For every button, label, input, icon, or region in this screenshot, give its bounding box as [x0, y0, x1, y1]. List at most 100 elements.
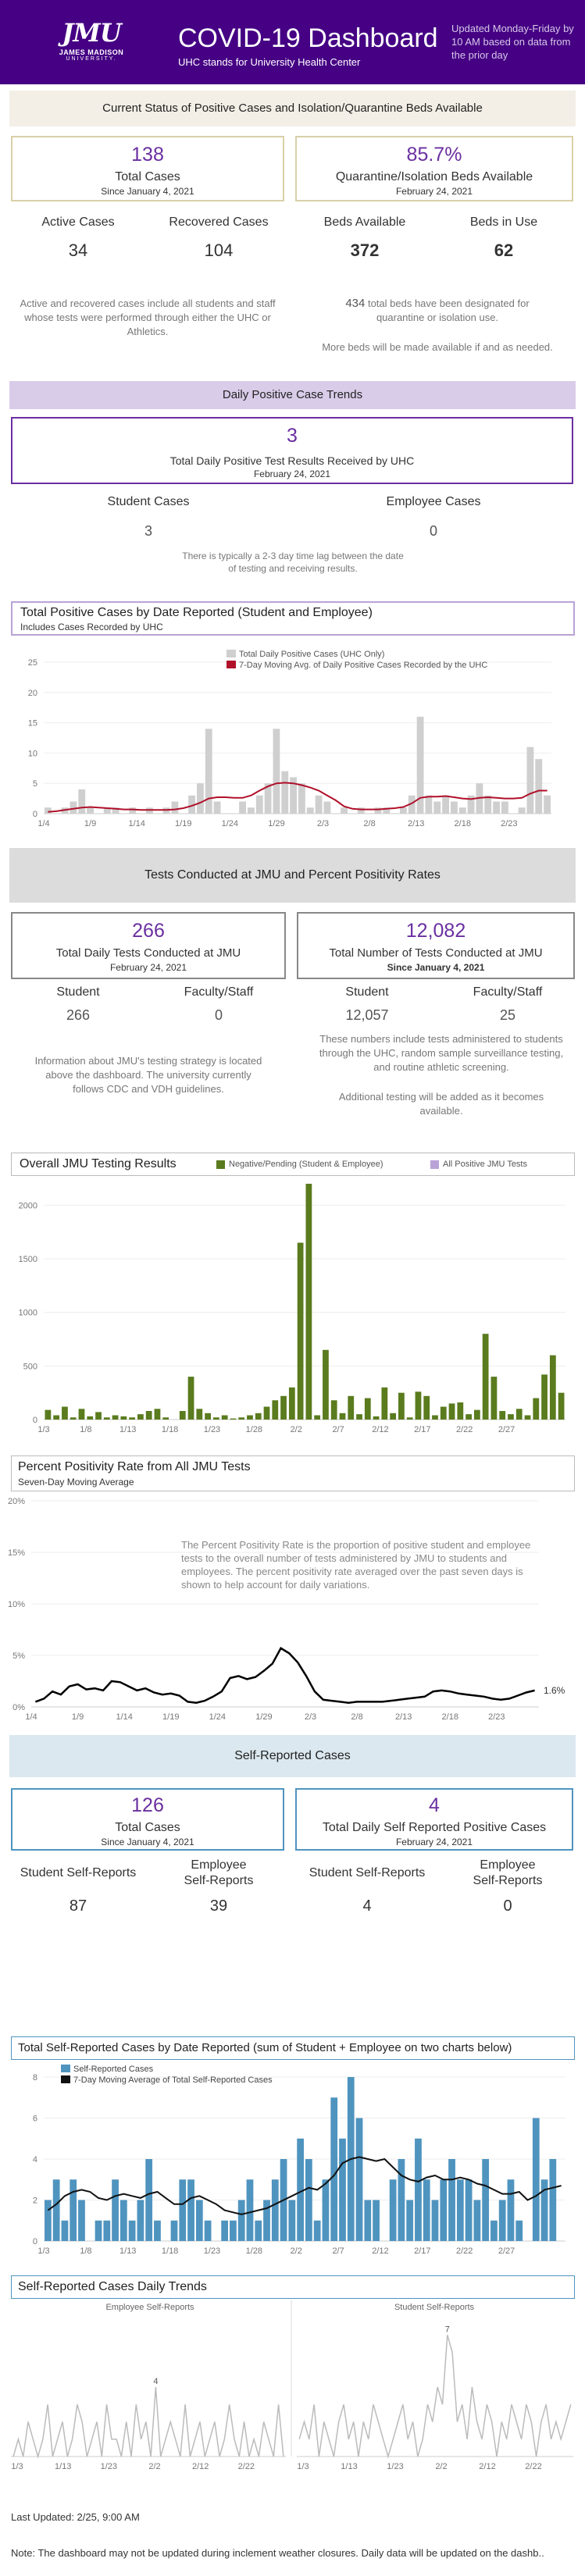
daily-positive-bar	[484, 795, 492, 814]
negative-pending-bar	[196, 1409, 203, 1420]
self-total-since: Since January 4, 2021	[101, 1837, 194, 1847]
employee-trend-line	[12, 2386, 284, 2459]
legend-self-bar-label: Self-Reported Cases	[73, 2065, 154, 2074]
negative-pending-bar	[112, 1415, 119, 1420]
negative-pending-bar	[482, 1334, 489, 1420]
x-tick-label: 2/3	[305, 1712, 316, 1722]
daily-positive-date: February 24, 2021	[253, 469, 331, 479]
test-student-value: 266	[66, 1007, 91, 1023]
negative-pending-bar	[533, 1398, 540, 1420]
daily-positive-bar	[205, 729, 212, 814]
x-tick-label: 1/3	[37, 1425, 49, 1434]
chart2-title: Overall JMU Testing Results	[20, 1157, 177, 1170]
self-reported-bar	[128, 2220, 136, 2241]
self-reported-bar	[187, 2179, 194, 2241]
self-reported-bar	[204, 2220, 212, 2241]
x-tick-label: 1/29	[255, 1712, 272, 1722]
y-tick-label: 0%	[12, 1703, 25, 1712]
x-tick-label: 2/8	[363, 819, 375, 828]
self-reported-bar	[373, 2200, 380, 2241]
moving-average-line	[48, 782, 548, 813]
daily-positive-value: 3	[287, 425, 298, 447]
self-employee-label-2: Self-Reports	[184, 1874, 254, 1887]
self-reported-bar	[145, 2159, 153, 2241]
x-tick-label: 1/9	[72, 1712, 84, 1722]
self-total-value: 126	[131, 1794, 164, 1816]
positivity-last-label: 1.6%	[544, 1685, 565, 1696]
y-tick-label: 25	[28, 658, 37, 668]
x-tick-label: 1/23	[204, 1425, 220, 1434]
x-tick-label: 2/12	[372, 2246, 388, 2256]
negative-pending-bar	[406, 1417, 413, 1420]
self-reported-bar	[549, 2159, 557, 2241]
daily-positive-bar	[306, 807, 314, 814]
self-reported-bar	[465, 2179, 473, 2241]
negative-pending-bar	[280, 1395, 287, 1420]
self-reported-bar	[154, 2220, 161, 2241]
x-tick-label: 2/12	[372, 1425, 388, 1434]
self-reported-bar	[137, 2200, 144, 2241]
daily-positive-bar	[298, 783, 305, 814]
negative-pending-bar	[255, 1413, 262, 1420]
time-lag-note: There is typically a 2-3 day time lag be…	[182, 550, 404, 574]
testing-note-right-2: Additional testing will be added as it b…	[338, 1091, 544, 1117]
negative-pending-bar	[508, 1414, 514, 1420]
daily-positive-label: Total Daily Positive Test Results Receiv…	[169, 454, 415, 467]
y-tick-label: 1000	[19, 1309, 37, 1318]
jmu-logo[interactable]: JMU JAMES MADISON UNIVERSITY.	[48, 20, 134, 62]
self-daily-date: February 24, 2021	[395, 1837, 473, 1847]
negative-pending-bar	[440, 1406, 447, 1420]
x-tick-label: 2/7	[332, 2246, 344, 2256]
legend-bar-swatch	[227, 650, 236, 657]
self-student-label: Student Self-Reports	[20, 1866, 137, 1879]
y-tick-label: 15	[28, 719, 37, 729]
x-tick-label: 1/28	[246, 1425, 262, 1434]
x-tick-label: 2/17	[414, 2246, 430, 2256]
x-tick-label: 2/23	[501, 819, 517, 828]
y-tick-label: 5	[33, 779, 37, 789]
self-reported-bar	[119, 2200, 127, 2241]
x-tick-label: 2/22	[238, 2462, 255, 2471]
negative-pending-bar	[305, 1184, 312, 1420]
self-reported-bar	[112, 2179, 119, 2241]
x-tick-label: 2/17	[414, 1425, 430, 1434]
self-reported-bar	[415, 2138, 422, 2241]
daily-positive-bar	[264, 783, 272, 814]
logo-main: JMU	[62, 18, 121, 48]
y-tick-label: 0	[33, 1416, 37, 1425]
self-employee-daily-label-2: Self-Reports	[473, 1874, 543, 1887]
y-tick-label: 4	[33, 2155, 37, 2164]
x-tick-label: 2/2	[435, 2462, 447, 2471]
negative-pending-bar	[524, 1415, 531, 1420]
negative-pending-bar	[297, 1242, 304, 1420]
y-tick-label: 500	[23, 1362, 37, 1371]
self-reported-bar	[70, 2179, 77, 2241]
negative-pending-bar	[45, 1409, 52, 1420]
self-employee-daily-label-1: Employee	[480, 1858, 536, 1872]
negative-pending-bar	[103, 1417, 110, 1420]
negative-pending-bar	[162, 1417, 169, 1420]
y-tick-label: 10	[28, 749, 37, 758]
x-tick-label: 2/22	[456, 1425, 473, 1434]
negative-pending-bar	[179, 1411, 186, 1420]
self-reported-bar	[237, 2200, 245, 2241]
legend-purple-label: All Positive JMU Tests	[443, 1160, 527, 1169]
x-tick-label: 2/2	[291, 2246, 302, 2256]
x-tick-label: 1/8	[80, 1425, 91, 1434]
daily-positive-bar	[451, 801, 458, 814]
self-reported-bar	[507, 2179, 515, 2241]
total-tests-label: Total Number of Tests Conducted at JMU	[329, 946, 543, 960]
legend-self-line-swatch	[61, 2075, 70, 2083]
quarantine-pct: 85.7%	[406, 144, 462, 166]
daily-positive-bar	[273, 729, 280, 814]
chart5-title-box: Self-Reported Cases Daily Trends	[11, 2275, 575, 2299]
self-reported-bar	[288, 2200, 296, 2241]
total-tests-card: 12,082 Total Number of Tests Conducted a…	[297, 912, 575, 979]
x-tick-label: 1/23	[204, 2246, 220, 2256]
test-student-label: Student	[56, 985, 100, 999]
legend-line-label: 7-Day Moving Avg. of Daily Positive Case…	[239, 661, 487, 670]
negative-pending-bar	[120, 1416, 127, 1420]
legend-purple-swatch	[430, 1160, 439, 1169]
negative-pending-bar	[137, 1414, 144, 1420]
negative-pending-bar	[348, 1395, 355, 1420]
